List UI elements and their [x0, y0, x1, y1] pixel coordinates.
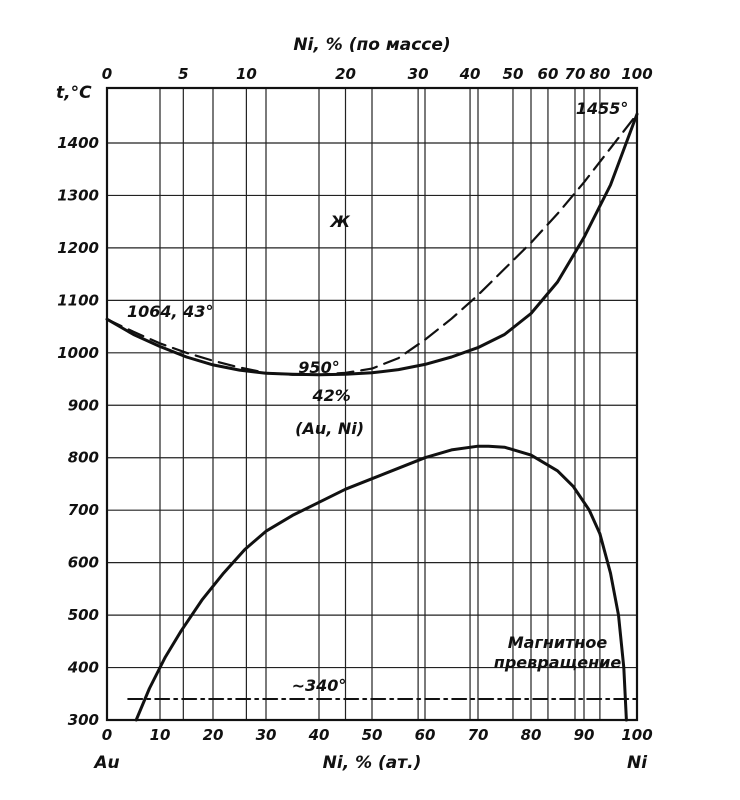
x-tick-label-40: 40 — [308, 726, 330, 744]
annotation-5: 42% — [311, 386, 350, 405]
y-tick-label-1100: 1100 — [57, 291, 99, 309]
x-tick-label-20: 20 — [203, 726, 224, 744]
tick-labels: 0 10 20 30 40 50 60 70 80 90 100300400500600700800… — [57, 65, 652, 744]
x-tick-label-0: 0 — [102, 726, 112, 744]
endpoint-label-ni: Ni — [627, 753, 648, 773]
y-tick-label-900: 900 — [68, 396, 99, 414]
series-3-solid-curve — [134, 444, 628, 722]
y-tick-label-1200: 1200 — [57, 239, 99, 257]
endpoint-label-au: Au — [92, 753, 119, 773]
annotation-8: ~340° — [292, 676, 347, 695]
top-tick-label-30: 30 — [408, 65, 429, 83]
annotations: 1455° Ж 1064, 43° 950° 42% (Au, Ni) Магнитное п… — [127, 99, 628, 695]
series-2-dashed-curve — [105, 113, 639, 376]
top-tick-label-80: 80 — [589, 65, 610, 83]
y-tick-label-1400: 1400 — [57, 134, 99, 152]
x-tick-label-80: 80 — [521, 726, 542, 744]
top-tick-label-70: 70 — [565, 65, 586, 83]
labels: t,°C Ni, % (по массе) Ni, % (ат.) Au Ni — [56, 35, 648, 773]
top-tick-label-40: 40 — [459, 65, 481, 83]
top-tick-label-5: 5 — [178, 65, 188, 83]
curves — [105, 112, 639, 722]
annotation-4: 950° — [298, 358, 339, 377]
y-tick-label-700: 700 — [68, 501, 99, 519]
x-tick-label-60: 60 — [415, 726, 436, 744]
x-tick-label-100: 100 — [621, 726, 652, 744]
x-tick-label-90: 90 — [574, 726, 595, 744]
x-tick-label-30: 30 — [256, 726, 277, 744]
y-tick-label-400: 400 — [67, 659, 99, 677]
x-axis-top-title: Ni, % (по массе) — [293, 35, 450, 55]
top-tick-label-100: 100 — [621, 65, 652, 83]
annotation-6: (Au, Ni) — [295, 419, 364, 438]
top-tick-label-0: 0 — [102, 65, 112, 83]
top-tick-label-20: 20 — [335, 65, 356, 83]
y-tick-label-500: 500 — [68, 606, 99, 624]
y-tick-label-1000: 1000 — [57, 344, 99, 362]
annotation-7: Магнитное превращение — [494, 633, 622, 672]
x-axis-bottom-title: Ni, % (ат.) — [323, 753, 422, 773]
y-axis-title: t,°C — [56, 83, 92, 103]
annotation-3: 1064, 43° — [127, 302, 213, 321]
series-1-solid-curve — [105, 112, 639, 377]
plot-frame — [105, 86, 639, 722]
y-tick-label-800: 800 — [68, 449, 99, 467]
y-tick-label-1300: 1300 — [57, 186, 99, 204]
top-tick-label-50: 50 — [503, 65, 524, 83]
y-tick-label-300: 300 — [68, 711, 99, 729]
x-tick-label-50: 50 — [362, 726, 383, 744]
x-tick-label-10: 10 — [150, 726, 171, 744]
y-tick-label-600: 600 — [68, 554, 99, 572]
top-tick-label-60: 60 — [538, 65, 559, 83]
top-tick-label-10: 10 — [236, 65, 257, 83]
x-tick-label-70: 70 — [468, 726, 489, 744]
annotation-2: Ж — [329, 212, 350, 231]
annotation-1: 1455° — [576, 99, 629, 118]
